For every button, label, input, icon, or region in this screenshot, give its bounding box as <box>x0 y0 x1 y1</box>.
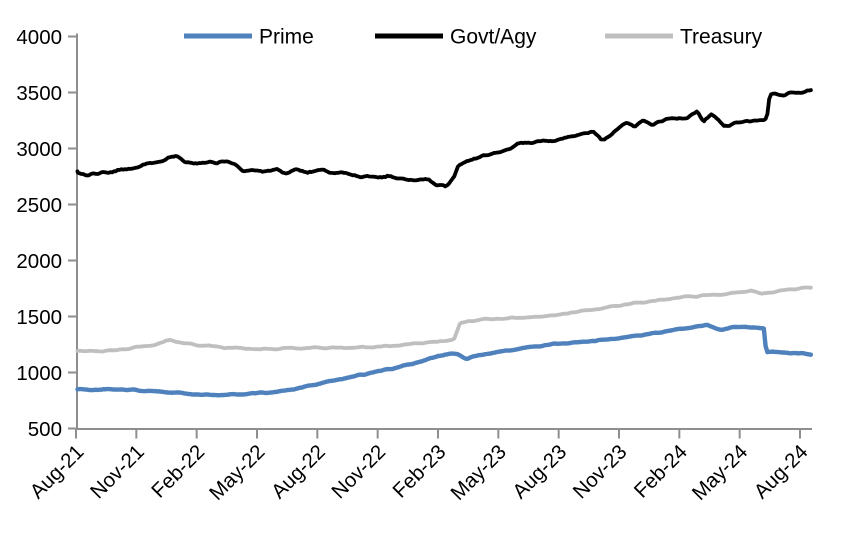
x-axis: Aug-21Nov-21Feb-22May-22Aug-22Nov-22Feb-… <box>26 429 813 505</box>
x-tick-label: May-22 <box>205 440 270 505</box>
x-tick-label: Aug-24 <box>750 440 813 503</box>
y-tick-label: 4000 <box>16 26 62 49</box>
series-line-treasury <box>75 285 813 354</box>
x-tick-label: Aug-23 <box>508 440 571 503</box>
series-line-govt-agy <box>75 88 813 189</box>
series-group <box>75 88 814 398</box>
series-line-prime <box>75 322 814 398</box>
x-tick-label: Aug-21 <box>26 440 89 503</box>
y-axis: 4000 3500 3000 2500 2000 1500 1000 500 <box>16 26 77 441</box>
legend-item-prime: Prime <box>184 26 314 49</box>
y-tick-label: 3000 <box>16 138 62 161</box>
y-tick-label: 2500 <box>16 194 62 217</box>
y-tick-label: 1500 <box>16 306 62 329</box>
y-tick-label: 500 <box>28 418 62 441</box>
x-tick-label: Nov-21 <box>86 440 149 503</box>
y-tick-label: 3500 <box>16 82 62 105</box>
x-tick-label: Feb-23 <box>388 440 450 502</box>
y-tick-label: 1000 <box>16 362 62 385</box>
legend-label-prime: Prime <box>259 26 314 49</box>
x-tick-label: May-23 <box>446 440 511 505</box>
y-tick-label: 2000 <box>16 250 62 273</box>
x-tick-label: May-24 <box>688 440 753 505</box>
legend: Prime Govt/Agy Treasury <box>184 26 763 49</box>
axes <box>75 33 812 430</box>
x-tick-label: Feb-22 <box>147 440 209 502</box>
x-tick-label: Feb-24 <box>630 440 692 502</box>
x-tick-label: Nov-23 <box>569 440 632 503</box>
legend-item-govt-agy: Govt/Agy <box>375 26 537 49</box>
legend-item-treasury: Treasury <box>605 26 763 49</box>
x-tick-label: Nov-22 <box>327 440 390 503</box>
x-tick-label: Aug-22 <box>267 440 330 503</box>
legend-label-govt-agy: Govt/Agy <box>450 26 537 49</box>
legend-label-treasury: Treasury <box>680 26 763 49</box>
